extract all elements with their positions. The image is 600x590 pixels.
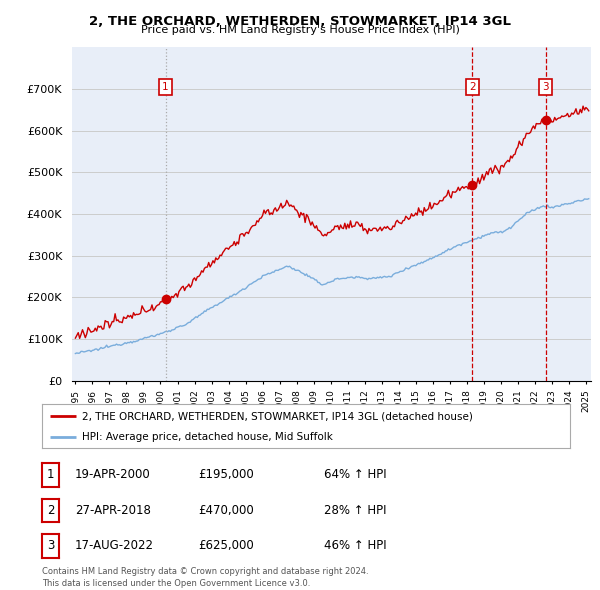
Text: 28% ↑ HPI: 28% ↑ HPI	[324, 504, 386, 517]
Text: 19-APR-2000: 19-APR-2000	[75, 468, 151, 481]
Text: 17-AUG-2022: 17-AUG-2022	[75, 539, 154, 552]
Text: 3: 3	[47, 539, 54, 552]
Text: 64% ↑ HPI: 64% ↑ HPI	[324, 468, 386, 481]
Text: £470,000: £470,000	[198, 504, 254, 517]
Text: £195,000: £195,000	[198, 468, 254, 481]
Text: 2, THE ORCHARD, WETHERDEN, STOWMARKET, IP14 3GL: 2, THE ORCHARD, WETHERDEN, STOWMARKET, I…	[89, 15, 511, 28]
Text: 3: 3	[542, 82, 549, 92]
Text: £625,000: £625,000	[198, 539, 254, 552]
Text: 27-APR-2018: 27-APR-2018	[75, 504, 151, 517]
Text: 1: 1	[162, 82, 169, 92]
Text: 2: 2	[469, 82, 476, 92]
Text: 2: 2	[47, 504, 54, 517]
Text: 1: 1	[47, 468, 54, 481]
Text: HPI: Average price, detached house, Mid Suffolk: HPI: Average price, detached house, Mid …	[82, 432, 332, 442]
Text: Price paid vs. HM Land Registry's House Price Index (HPI): Price paid vs. HM Land Registry's House …	[140, 25, 460, 35]
Text: Contains HM Land Registry data © Crown copyright and database right 2024.
This d: Contains HM Land Registry data © Crown c…	[42, 567, 368, 588]
Text: 2, THE ORCHARD, WETHERDEN, STOWMARKET, IP14 3GL (detached house): 2, THE ORCHARD, WETHERDEN, STOWMARKET, I…	[82, 411, 472, 421]
Text: 46% ↑ HPI: 46% ↑ HPI	[324, 539, 386, 552]
